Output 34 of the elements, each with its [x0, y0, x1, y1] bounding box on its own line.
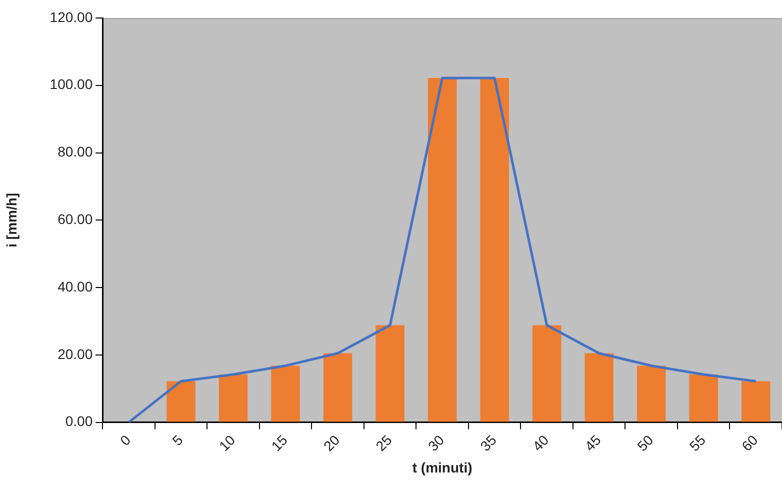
bar: [480, 78, 509, 422]
x-tick-label: 20: [320, 432, 343, 454]
x-tick-label: 30: [424, 432, 448, 454]
bar: [323, 353, 352, 422]
bar: [636, 366, 666, 422]
bar: [271, 366, 300, 422]
x-tick-label: 45: [582, 432, 604, 454]
y-tick-label: 120.00: [50, 8, 93, 25]
y-tick-label: 0.00: [65, 413, 93, 430]
y-tick-label: 80.00: [58, 144, 93, 160]
x-tick-label: 35: [477, 432, 500, 454]
x-axis-title: t (minuti): [412, 459, 472, 476]
x-tick-label: 60: [738, 432, 761, 454]
x-tick-label: 25: [372, 432, 396, 454]
y-axis-title: i [mm/h]: [3, 192, 20, 248]
bar: [742, 381, 770, 422]
x-tick-label: 50: [634, 432, 656, 454]
bar: [166, 381, 196, 422]
bar: [689, 374, 718, 422]
x-tick-label: 15: [268, 432, 291, 454]
y-tick-label: 40.00: [58, 278, 93, 294]
y-tick-label: 20.00: [58, 346, 93, 362]
y-tick-label: 60.00: [58, 211, 93, 228]
x-tick-label: 0: [116, 432, 134, 449]
x-tick-label: 40: [529, 432, 552, 454]
bar: [532, 325, 562, 422]
bar: [584, 353, 614, 422]
y-tick-label: 100.00: [50, 76, 93, 92]
x-tick-label: 55: [686, 432, 709, 454]
bar: [218, 374, 248, 422]
bar: [428, 78, 457, 422]
bar: [376, 325, 404, 422]
x-tick-label: 10: [216, 432, 238, 454]
x-tick-label: 5: [169, 432, 186, 449]
